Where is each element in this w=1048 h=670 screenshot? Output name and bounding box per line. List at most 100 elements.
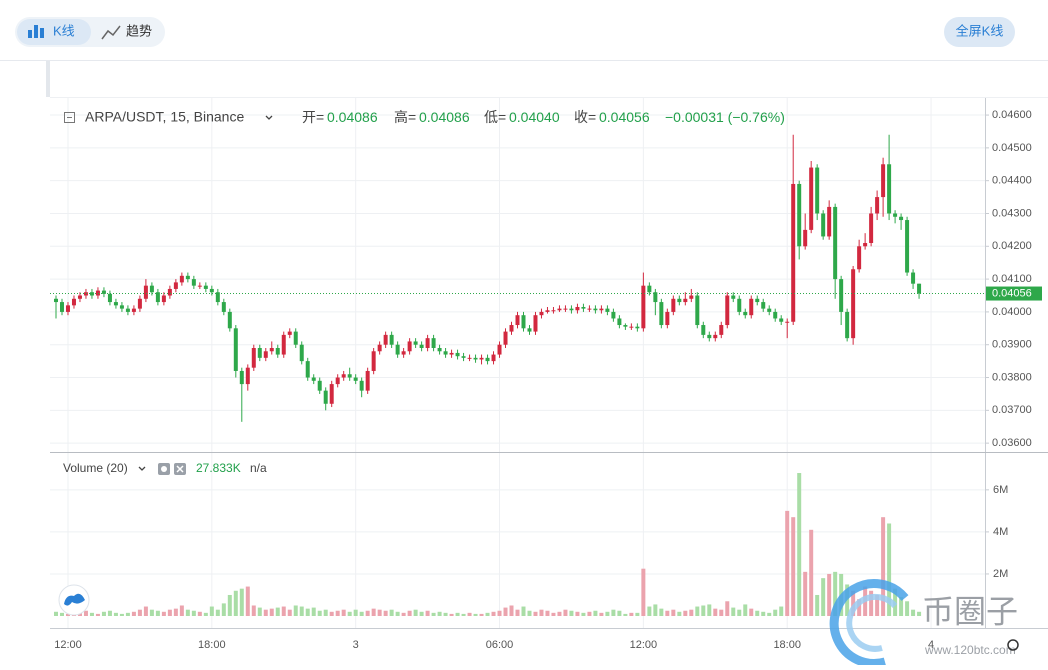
volume-bar	[107, 610, 112, 616]
volume-ma: n/a	[250, 461, 267, 475]
volume-bar	[437, 611, 442, 616]
candle-body	[911, 272, 916, 284]
candle-body	[425, 338, 430, 348]
volume-value: 27.833K	[196, 461, 241, 475]
trend-icon	[101, 25, 121, 40]
volume-bar	[95, 613, 100, 616]
collapse-icon[interactable]	[64, 112, 75, 123]
volume-bar	[779, 606, 784, 616]
volume-bar	[515, 609, 520, 616]
y-tick-label: 0.04500	[992, 142, 1032, 154]
y-tick-label: 0.04400	[992, 175, 1032, 187]
last-price-tag	[986, 286, 1042, 301]
volume-bar	[209, 606, 214, 616]
candle-body	[599, 308, 604, 311]
volume-bar	[887, 523, 892, 616]
volume-tick-label: 6M	[993, 484, 1008, 496]
volume-bar	[617, 610, 622, 616]
volume-bar	[311, 607, 316, 616]
volume-bar	[683, 610, 688, 616]
volume-bar	[503, 607, 508, 616]
candle-body	[323, 390, 328, 404]
candle-body	[377, 344, 382, 352]
candle-body	[605, 308, 610, 312]
volume-bar	[545, 610, 550, 616]
candle-body	[581, 306, 586, 309]
volume-bar	[275, 607, 280, 616]
ohlc: 开= 0.04086 高= 0.04086 低= 0.04040 收= 0.04056 …	[302, 109, 785, 125]
volume-bar	[509, 605, 514, 616]
volume-bar	[431, 612, 436, 616]
candle-body	[347, 374, 352, 378]
candle-body	[467, 357, 472, 359]
candle-body	[113, 302, 118, 306]
volume-bar	[485, 612, 490, 616]
candle-body	[77, 295, 82, 299]
volume-bar	[677, 611, 682, 616]
volume-bar	[581, 612, 586, 616]
volume-bar	[917, 611, 922, 616]
volume-bar	[395, 611, 400, 616]
fullscreen-label[interactable]: 全屏K线	[956, 23, 1004, 38]
volume-bar	[527, 610, 532, 616]
volume-bar	[119, 613, 124, 616]
candle-body	[551, 310, 556, 312]
volume-bar	[341, 609, 346, 616]
candle-body	[233, 328, 238, 371]
ohlc-value: 0.04056	[599, 109, 650, 125]
y-tick-label: 0.04200	[992, 240, 1032, 252]
candle-body	[569, 308, 574, 311]
volume-bar	[281, 606, 286, 616]
volume-bar	[359, 611, 364, 616]
chevron[interactable]	[265, 115, 273, 120]
volume-bar	[653, 604, 658, 616]
candle-body	[899, 216, 904, 221]
candle-body	[203, 285, 208, 289]
volume-bar	[575, 611, 580, 616]
chevron[interactable]	[138, 466, 146, 471]
settings-icon[interactable]	[1007, 639, 1019, 651]
volume-bar	[599, 612, 604, 616]
volume-bar	[803, 571, 808, 616]
volume-bar	[731, 607, 736, 616]
candle-body	[137, 298, 142, 309]
tab-trend[interactable]: 趋势	[126, 23, 152, 38]
fullscreen-button[interactable]	[944, 17, 1015, 47]
candle-body	[887, 164, 892, 214]
volume-bar	[353, 609, 358, 616]
x-tick-label: 4	[928, 639, 934, 651]
candle-body	[743, 311, 748, 316]
candle-body	[875, 197, 880, 214]
candle-body	[755, 298, 760, 303]
candle-body	[443, 351, 448, 355]
volume-bar	[215, 609, 220, 616]
ohlc-value: 0.04040	[509, 109, 560, 125]
candle-body	[815, 167, 820, 214]
candle-body	[689, 295, 694, 299]
volume-bar	[635, 612, 640, 616]
symbol: ARPA/USDT, 15, Binance	[85, 109, 244, 125]
grid	[50, 98, 985, 628]
volume-bar	[197, 611, 202, 616]
volume-bar	[383, 610, 388, 616]
volume-bar	[299, 606, 304, 616]
watermark: 币圈子 www.120btc.com	[829, 579, 1018, 668]
volume-bar	[557, 611, 562, 616]
y-tick-label: 0.04100	[992, 273, 1032, 285]
candle-body	[335, 377, 340, 385]
volume-bar	[611, 609, 616, 616]
tab-kline[interactable]: K线	[53, 23, 75, 38]
volume-bar	[173, 608, 178, 616]
candle-body	[803, 229, 808, 247]
volume-bar	[203, 612, 208, 616]
candle-body	[341, 374, 346, 378]
volume-bar	[689, 609, 694, 616]
candle-body	[329, 384, 334, 404]
volume-bar	[605, 611, 610, 616]
volume-bar	[335, 610, 340, 616]
y-tick-label: 0.03600	[992, 437, 1032, 449]
candle-body	[461, 356, 466, 358]
candle-body	[641, 285, 646, 329]
candle-body	[371, 351, 376, 371]
